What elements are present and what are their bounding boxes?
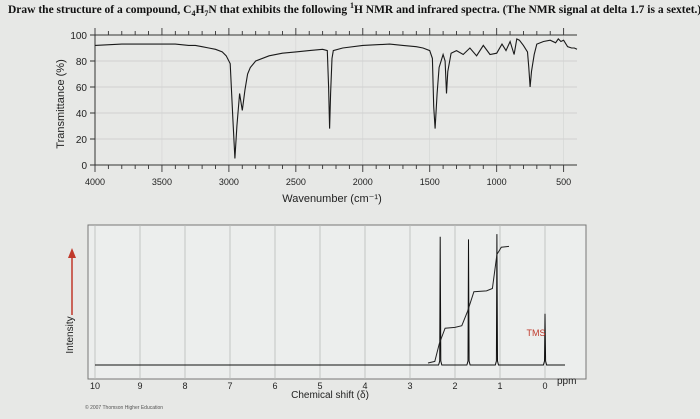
- nmr-tms-label: TMS: [527, 328, 546, 338]
- ir-x-tick-label: 500: [556, 177, 571, 187]
- nmr-x-tick-label: 7: [227, 381, 232, 391]
- nmr-x-tick-label: 0: [542, 381, 547, 391]
- ir-axes: 0 20 40 60 80 100 4000 3500 3000 2500 2000 1500 1000…: [70, 28, 577, 187]
- nmr-ticks: 10 9 8 7 6 5 4 3 2 1 0: [90, 381, 548, 391]
- nmr-x-tick-label: 5: [317, 381, 322, 391]
- nmr-x-tick-label: 1: [497, 381, 502, 391]
- ir-y-axis-label: Transmittance (%): [55, 59, 67, 148]
- question-sup1: 1: [349, 1, 354, 10]
- question-sub4: 4: [191, 9, 196, 19]
- copyright-credit: © 2007 Thomson Higher Education: [85, 405, 164, 411]
- ir-chart: 0 20 40 60 80 100 4000 3500 3000 2500 2000 1500 1000…: [55, 28, 578, 205]
- ir-x-tick-label: 1500: [420, 177, 440, 187]
- ir-y-tick-label: 100: [70, 31, 87, 42]
- nmr-x-tick-label: 6: [272, 381, 277, 391]
- nmr-grid: [94, 225, 546, 379]
- question-sub7: 7: [204, 9, 209, 19]
- nmr-plot-area: [87, 224, 587, 380]
- nmr-y-axis-label: Intensity: [65, 316, 76, 353]
- question-prefix: Draw the structure of a compound, C: [8, 3, 192, 16]
- ir-x-tick-label: 2000: [353, 177, 373, 187]
- nmr-x-tick-label: 4: [362, 381, 367, 391]
- question-suffix2: H NMR and infrared spectra. (The NMR sig…: [353, 3, 700, 16]
- nmr-chart: 10 9 8 7 6 5 4 3 2 1 0 Intensity Chemical shift (δ…: [65, 224, 587, 401]
- ir-y-tick-label: 0: [81, 161, 87, 172]
- ir-x-tick-label: 3500: [152, 177, 172, 187]
- ir-x-tick-label: 3000: [219, 177, 239, 187]
- nmr-x-tick-label: 10: [90, 381, 100, 391]
- nmr-x-tick-label: 3: [407, 381, 412, 391]
- ir-y-tick-label: 60: [76, 83, 88, 94]
- nmr-x-axis-label: Chemical shift (δ): [291, 390, 369, 401]
- nmr-x-tick-label: 9: [137, 381, 142, 391]
- question-h: H: [195, 3, 205, 16]
- ir-y-tick-label: 80: [76, 57, 88, 68]
- nmr-ppm-unit: ppm: [557, 376, 576, 387]
- ir-spectrum-line: [94, 38, 578, 159]
- ir-x-axis-label: Wavenumber (cm⁻¹): [282, 193, 382, 205]
- ir-x-tick-label: 1000: [487, 177, 507, 187]
- nmr-x-tick-label: 2: [452, 381, 457, 391]
- question-text: Draw the structure of a compound, C4H7N …: [8, 1, 700, 19]
- nmr-spectrum-line: [95, 234, 565, 366]
- nmr-x-tick-label: 8: [182, 381, 187, 391]
- nmr-y-axis-arrow-head: [68, 248, 76, 258]
- ir-grid: [94, 34, 577, 166]
- ir-y-tick-label: 20: [76, 135, 88, 146]
- question-suffix1: N that exhibits the following: [208, 3, 350, 16]
- ir-y-tick-label: 40: [76, 109, 88, 120]
- nmr-integral-curve: [427, 245, 510, 364]
- ir-x-tick-label: 2500: [286, 177, 306, 187]
- ir-x-tick-label: 4000: [85, 177, 105, 187]
